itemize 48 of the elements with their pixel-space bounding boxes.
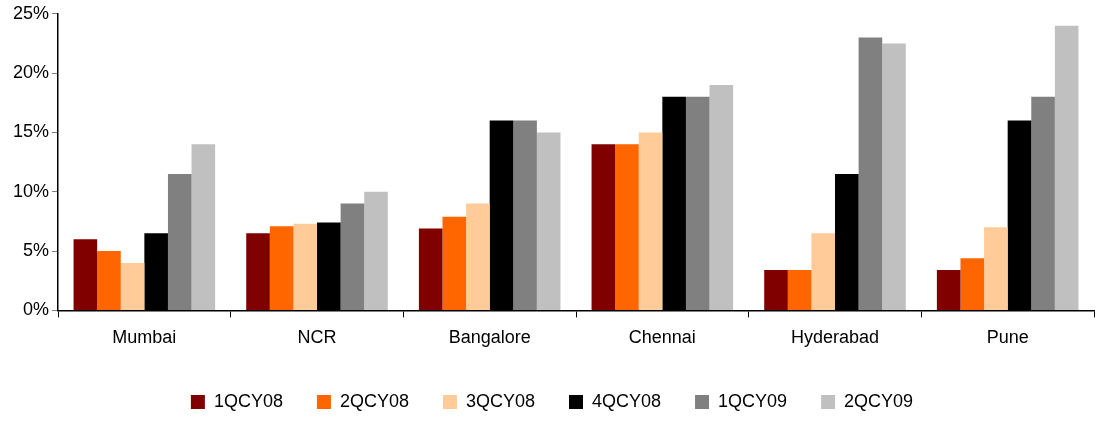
legend-label: 2QCY09 — [844, 390, 914, 411]
bar — [418, 228, 443, 310]
bar — [764, 270, 788, 310]
bar — [709, 84, 734, 310]
legend-label: 1QCY09 — [718, 390, 788, 411]
legend-label: 2QCY08 — [339, 390, 409, 411]
bar — [638, 132, 663, 310]
bar — [1054, 25, 1079, 310]
bar — [246, 233, 270, 310]
y-tick-label: 15% — [13, 121, 50, 142]
bar — [960, 258, 985, 310]
bar — [615, 144, 639, 310]
bar — [167, 173, 192, 310]
bar — [591, 144, 616, 310]
bar — [97, 251, 121, 310]
y-tick-label: 0% — [23, 299, 50, 320]
bar — [466, 203, 490, 310]
bar — [73, 239, 98, 310]
y-tick-label: 10% — [13, 180, 50, 201]
bar — [120, 262, 145, 310]
y-tick-label: 20% — [13, 62, 50, 83]
bar — [858, 37, 883, 310]
bar — [685, 96, 710, 310]
y-tick-label: 25% — [13, 2, 50, 23]
bar — [364, 191, 388, 310]
bar — [1031, 96, 1055, 310]
bar — [984, 227, 1008, 310]
bar — [191, 144, 216, 310]
x-tick-label: Mumbai — [112, 327, 177, 348]
bar — [811, 233, 836, 310]
x-tick-label: Chennai — [628, 327, 696, 348]
y-tick-label: 5% — [23, 240, 50, 261]
bar — [442, 216, 467, 310]
bar — [536, 132, 561, 310]
bar — [882, 43, 906, 310]
bar — [340, 203, 365, 310]
bar — [787, 270, 812, 310]
x-tick-label: Hyderabad — [790, 327, 880, 348]
bar — [513, 120, 537, 310]
bar — [293, 223, 318, 310]
x-tick-label: NCR — [297, 327, 337, 348]
legend-label: 4QCY08 — [592, 390, 662, 411]
x-tick-label: Bangalore — [448, 327, 531, 348]
legend-label: 3QCY08 — [465, 390, 536, 411]
bar — [936, 270, 961, 310]
bar — [269, 226, 294, 310]
legend-label: 1QCY08 — [213, 390, 283, 411]
x-tick-label: Pune — [986, 327, 1029, 348]
